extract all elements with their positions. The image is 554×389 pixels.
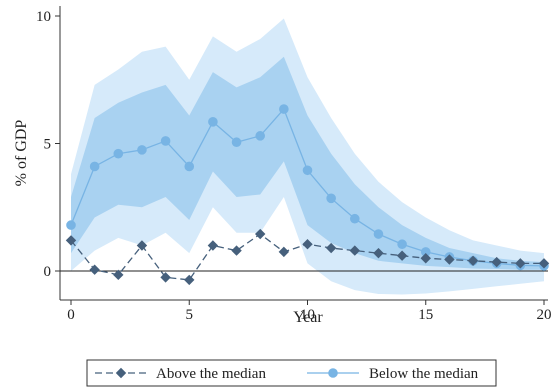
legend: Above the median Below the median <box>86 359 497 387</box>
legend-box <box>86 359 497 387</box>
x-tick-label: 5 <box>186 307 194 323</box>
y-tick-label: 0 <box>44 264 52 280</box>
x-tick-label: 20 <box>537 307 552 323</box>
data-point-above-the-median <box>278 246 290 258</box>
y-tick-label: 10 <box>36 9 51 25</box>
data-point-above-the-median <box>420 253 431 264</box>
data-point-above-the-median <box>65 235 77 246</box>
data-point-above-the-median <box>491 256 502 268</box>
data-point-below-the-median <box>350 213 360 224</box>
inner-band <box>71 56 544 270</box>
data-point-below-the-median <box>89 161 100 172</box>
data-point-below-the-median <box>137 145 147 155</box>
data-point-above-the-median <box>302 239 313 250</box>
legend-marker-below-the-median <box>328 368 338 378</box>
data-point-above-the-median <box>89 264 100 275</box>
series-above-the-median <box>65 228 550 286</box>
data-point-below-the-median <box>302 165 313 176</box>
data-point-above-the-median <box>231 245 242 256</box>
data-point-below-the-median <box>66 220 76 230</box>
confidence-bands <box>71 18 544 295</box>
legend-label-above-the-median: Above the median <box>156 366 266 382</box>
data-point-below-the-median <box>326 193 336 204</box>
data-point-above-the-median <box>184 274 195 286</box>
data-point-below-the-median <box>184 161 195 172</box>
data-point-below-the-median <box>231 137 242 148</box>
data-point-below-the-median <box>279 104 289 114</box>
data-point-below-the-median <box>160 136 171 146</box>
data-point-above-the-median <box>515 258 526 269</box>
x-tick-label: 15 <box>418 307 433 323</box>
series-group <box>65 104 550 286</box>
data-point-above-the-median <box>538 258 550 269</box>
data-point-above-the-median <box>325 242 337 254</box>
x-tick-label: 0 <box>67 307 75 323</box>
data-point-below-the-median <box>373 229 384 239</box>
data-point-above-the-median <box>254 228 266 240</box>
data-point-below-the-median <box>255 131 266 141</box>
data-point-below-the-median <box>113 148 124 159</box>
data-point-above-the-median <box>467 255 479 267</box>
data-point-above-the-median <box>113 269 124 281</box>
data-point-above-the-median <box>349 245 361 256</box>
data-point-above-the-median <box>396 250 408 261</box>
data-point-above-the-median <box>373 247 384 259</box>
axes: 0 5 10 0 5 10 15 20 <box>36 6 552 323</box>
data-point-above-the-median <box>444 254 455 265</box>
x-tick-label: 10 <box>300 307 315 323</box>
data-point-above-the-median <box>136 240 148 251</box>
legend-label-below-the-median: Below the median <box>369 366 479 382</box>
x-axis-label: Year <box>293 309 323 326</box>
legend-marker-above-the-median <box>115 367 127 379</box>
data-point-above-the-median <box>160 272 171 283</box>
data-point-above-the-median <box>207 240 219 251</box>
data-point-below-the-median <box>208 117 218 127</box>
y-axis-label: % of GDP <box>13 120 30 187</box>
y-tick-label: 5 <box>44 137 52 153</box>
data-point-below-the-median <box>397 239 407 250</box>
